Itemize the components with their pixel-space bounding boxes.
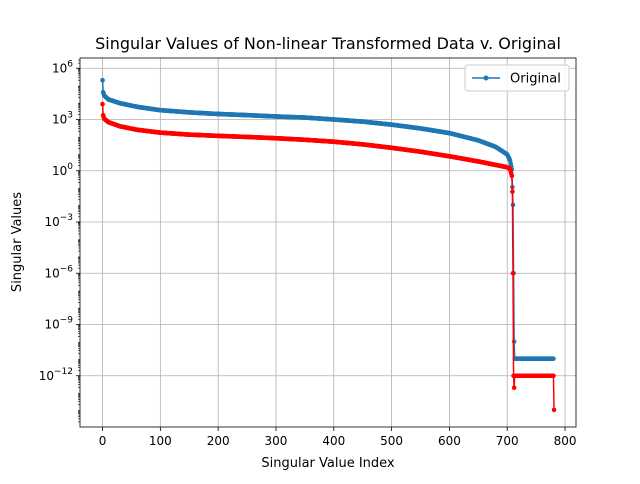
legend-label-original: Original bbox=[510, 72, 561, 87]
series-markers-original bbox=[100, 77, 556, 361]
x-tick-label: 0 bbox=[99, 434, 107, 448]
x-tick-label: 700 bbox=[496, 434, 519, 448]
legend-marker-original bbox=[483, 75, 489, 81]
data-point bbox=[551, 356, 556, 361]
y-tick-label: 106 bbox=[52, 59, 73, 75]
legend: Original bbox=[464, 64, 570, 92]
y-tick-label: 100 bbox=[52, 162, 73, 178]
x-tick-label: 300 bbox=[265, 434, 288, 448]
series-markers-series-2 bbox=[100, 101, 557, 413]
data-point bbox=[511, 385, 517, 390]
x-tick-label: 100 bbox=[149, 434, 172, 448]
y-tick-label: 10−6 bbox=[44, 264, 73, 280]
y-tick-label: 103 bbox=[52, 111, 73, 127]
data-point bbox=[100, 77, 105, 83]
data-point bbox=[100, 101, 105, 107]
y-axis-label: Singular Values bbox=[10, 192, 25, 292]
legend-box bbox=[464, 64, 570, 92]
x-tick-label: 800 bbox=[554, 434, 577, 448]
y-tick-label: 10−9 bbox=[44, 316, 73, 332]
x-tick-label: 500 bbox=[380, 434, 403, 448]
x-tick-label: 200 bbox=[207, 434, 230, 448]
y-tick-label: 10−3 bbox=[44, 213, 73, 229]
y-tick-label: 10−12 bbox=[39, 367, 73, 383]
x-axis-label: Singular Value Index bbox=[261, 456, 395, 471]
x-tick-label: 400 bbox=[322, 434, 345, 448]
data-point bbox=[510, 270, 516, 276]
data-point bbox=[551, 373, 556, 379]
data-point bbox=[509, 173, 515, 179]
data-point bbox=[510, 189, 515, 194]
series-layer bbox=[100, 77, 557, 413]
chart-title: Singular Values of Non-linear Transforme… bbox=[95, 34, 561, 53]
data-point bbox=[551, 407, 557, 413]
axis-ticks: 0 100 200 300 400 500 600 700 800 106 103 100 10−3 10… bbox=[39, 59, 577, 448]
plot-frame bbox=[79, 57, 577, 428]
data-point bbox=[511, 339, 517, 344]
x-tick-label: 600 bbox=[438, 434, 461, 448]
